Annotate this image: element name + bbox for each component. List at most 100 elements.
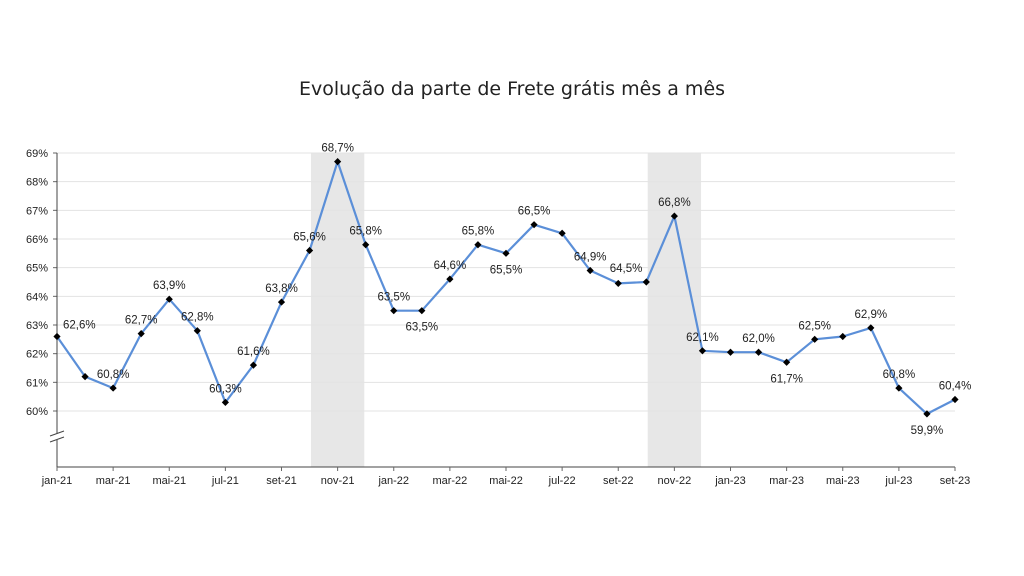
data-point-marker [614,279,622,288]
data-point-marker [867,324,875,332]
data-label: 62,6% [63,319,96,331]
y-tick-labels: 60% 61% 62% 63% 64% 65% 66% 67% 68% 69% [26,148,48,418]
data-label: 63,9% [153,280,186,292]
data-point-marker [783,358,791,366]
axis-break-gap [50,434,64,440]
data-point-marker [193,327,201,335]
data-label: 62,8% [181,312,214,324]
x-tick-label: set-23 [940,475,971,487]
y-tick-label: 63% [26,320,48,332]
data-label: 61,6% [237,346,270,358]
data-label: 60,8% [97,369,130,381]
x-tick-label: mar-21 [96,475,131,487]
chart-title: Evolução da parte de Frete grátis mês a … [298,78,726,100]
series-line [56,160,956,415]
data-label: 60,4% [939,381,972,393]
data-point-marker [221,398,229,406]
axes [49,153,956,471]
data-point-marker [698,347,707,355]
x-tick-label: jan-22 [377,475,409,487]
data-point-marker [362,241,370,249]
data-point-marker [670,212,678,220]
y-tick-label: 61% [26,377,48,389]
x-tick-label: jul-21 [211,475,239,487]
data-point-marker [53,332,61,341]
data-point-marker [586,266,594,275]
y-tick-label: 62% [26,349,48,361]
axis-break-mark [49,436,65,443]
data-point-marker [923,410,931,418]
data-point-marker [474,241,482,249]
data-point-marker [334,158,342,166]
y-tick-label: 66% [26,234,48,246]
x-tick-label: nov-21 [321,475,355,487]
data-point-marker [811,335,819,343]
data-points [53,158,959,418]
data-label: 65,8% [462,226,495,238]
data-label: 64,9% [574,252,607,264]
highlight-bands [310,153,702,467]
data-labels: 62,6% 60,8% 62,7% 63,9% 62,8% 60,3% 61,6% 63,8%… [63,143,971,437]
data-point-marker [137,330,145,338]
data-point-marker [165,295,173,303]
data-point-marker [558,229,566,237]
x-tick-label: mai-22 [489,475,523,487]
data-label: 62,9% [855,309,888,321]
data-point-marker [726,348,735,356]
x-tick-label: nov-22 [658,475,692,487]
data-point-marker [642,278,650,286]
data-label: 60,8% [883,369,916,381]
data-point-marker [249,361,258,369]
data-label: 59,9% [911,425,944,437]
axis-break-mark [49,430,65,437]
data-point-marker [951,395,959,404]
data-point-marker [446,275,454,283]
x-tick-label: mai-23 [826,475,860,487]
data-label: 61,7% [770,373,803,385]
data-point-marker [530,221,538,229]
data-point-marker [418,307,426,315]
data-label: 66,8% [658,197,691,209]
data-label: 64,5% [610,263,643,275]
x-tick-label: jul-22 [548,475,576,487]
data-point-marker [839,332,847,341]
data-label: 60,3% [209,383,242,395]
data-label: 65,6% [293,231,326,243]
data-point-marker [502,249,510,257]
data-point-marker [305,246,314,255]
data-label: 62,0% [742,333,775,345]
y-tick-label: 67% [26,205,48,217]
data-label: 65,8% [349,226,382,238]
data-point-marker [754,348,763,356]
data-label: 64,6% [434,260,467,272]
data-label: 62,7% [125,315,158,327]
y-tick-label: 60% [26,406,48,418]
x-tick-label: set-22 [603,475,634,487]
x-tick-label: mar-23 [769,475,804,487]
x-tick-labels: jan-21 mar-21 mai-21 jul-21 set-21 nov-21 jan-… [41,475,971,487]
data-label: 63,8% [265,283,298,295]
data-label: 62,5% [798,320,831,332]
highlight-band [647,153,702,467]
x-tick-label: set-21 [266,475,297,487]
data-label: 65,5% [490,264,523,276]
data-label: 62,1% [686,332,719,344]
data-point-marker [390,307,398,315]
data-point-marker [277,298,286,306]
x-tick-label: mai-21 [152,475,186,487]
x-tick-label: mar-22 [432,475,467,487]
data-point-marker [109,384,117,392]
highlight-band [310,153,365,467]
series-line [56,160,956,415]
y-tick-label: 68% [26,177,48,189]
data-label: 68,7% [321,143,354,155]
y-tick-label: 65% [26,263,48,275]
gridlines [53,152,955,412]
x-tick-label: jan-23 [714,475,746,487]
x-tick-label: jul-23 [884,475,912,487]
y-tick-label: 64% [26,291,48,303]
data-label: 63,5% [406,322,439,334]
data-point-marker [81,373,89,381]
y-tick-label: 69% [26,148,48,160]
